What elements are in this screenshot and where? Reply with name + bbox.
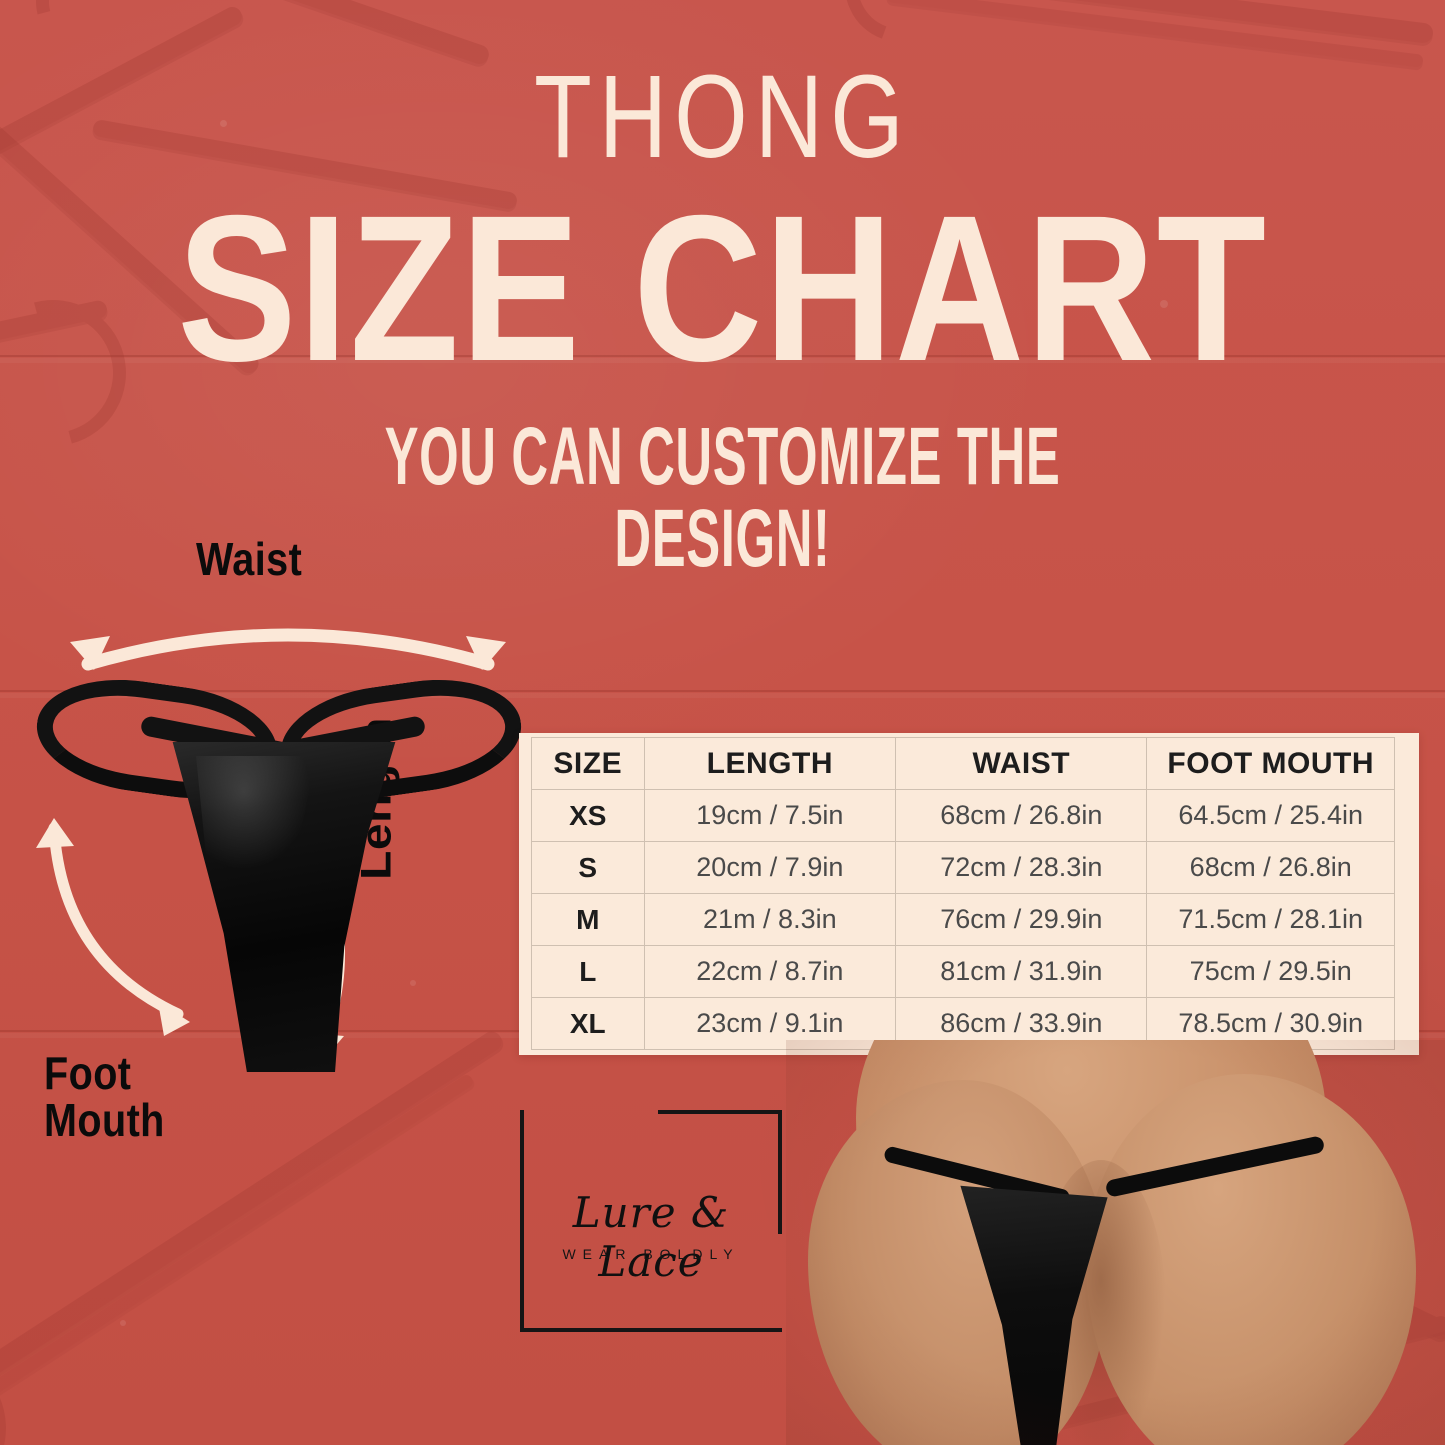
cell-length: 20cm / 7.9in — [643, 841, 897, 894]
foot-mouth-line-2: Mouth — [44, 1093, 165, 1146]
page-title: SIZE CHART — [177, 173, 1268, 405]
cell-size: XS — [531, 789, 645, 842]
logo-frame-bottom — [520, 1328, 782, 1332]
table-row: M 21m / 8.3in 76cm / 29.9in 71.5cm / 28.… — [531, 893, 1395, 946]
cell-size: L — [531, 945, 645, 998]
header-block: THONG SIZE CHART YOU CAN CUSTOMIZE THE D… — [0, 58, 1445, 580]
column-header-waist: WAIST — [895, 737, 1148, 790]
cell-size: XL — [531, 997, 645, 1050]
cell-foot-mouth: 75cm / 29.5in — [1146, 945, 1395, 998]
logo-frame-bottom-left — [520, 1208, 644, 1332]
cell-foot-mouth: 64.5cm / 25.4in — [1146, 789, 1395, 842]
thong-front-panel — [172, 742, 396, 1072]
model-hip-right — [1086, 1074, 1416, 1445]
foot-mouth-arrow-icon — [36, 818, 190, 1036]
cell-waist: 81cm / 31.9in — [895, 945, 1148, 998]
column-header-length: LENGTH — [643, 737, 897, 790]
plank-seam-2 — [0, 690, 1445, 692]
speck — [410, 980, 416, 986]
subtitle-text: YOU CAN CUSTOMIZE THE DESIGN! — [384, 410, 1061, 584]
table-row: S 20cm / 7.9in 72cm / 28.3in 68cm / 26.8… — [531, 841, 1395, 894]
cell-size: S — [531, 841, 645, 894]
cell-length: 19cm / 7.5in — [643, 789, 897, 842]
kicker-text: THONG — [534, 51, 911, 183]
model-photo — [786, 1040, 1445, 1445]
table-row: XS 19cm / 7.5in 68cm / 26.8in 64.5cm / 2… — [531, 789, 1395, 842]
table-row: XL 23cm / 9.1in 86cm / 33.9in 78.5cm / 3… — [531, 997, 1395, 1050]
speck — [120, 1320, 126, 1326]
cell-length: 21m / 8.3in — [643, 893, 897, 946]
cell-foot-mouth: 68cm / 26.8in — [1146, 841, 1395, 894]
brand-tagline: WEAR BOLDLY — [562, 1246, 740, 1262]
cell-length: 23cm / 9.1in — [643, 997, 897, 1050]
cell-waist: 68cm / 26.8in — [895, 789, 1148, 842]
waist-arrow-icon — [70, 628, 506, 671]
thong-product-image — [20, 660, 540, 1090]
brand-logo: Lure & Lace WEAR BOLDLY — [520, 1110, 782, 1332]
brand-name: Lure & Lace — [572, 1188, 730, 1286]
speck — [640, 540, 646, 546]
column-header-foot-mouth: FOOT MOUTH — [1146, 737, 1395, 790]
foot-mouth-label: Foot Mouth — [44, 1050, 165, 1144]
photo-vignette — [786, 1040, 1445, 1445]
speck — [220, 120, 227, 127]
table-row: L 22cm / 8.7in 81cm / 31.9in 75cm / 29.5… — [531, 945, 1395, 998]
waist-label: Waist — [196, 533, 303, 585]
column-header-size: SIZE — [531, 737, 645, 790]
plank-seam-1 — [0, 355, 1445, 357]
hanger-icon — [0, 1027, 590, 1445]
table-header-row: SIZE LENGTH WAIST FOOT MOUTH — [531, 737, 1395, 790]
foot-mouth-line-1: Foot — [44, 1047, 132, 1099]
cell-waist: 76cm / 29.9in — [895, 893, 1148, 946]
cell-foot-mouth: 71.5cm / 28.1in — [1146, 893, 1395, 946]
plank-glow-2 — [0, 693, 1445, 698]
size-chart-table: SIZE LENGTH WAIST FOOT MOUTH XS 19cm / 7… — [531, 737, 1395, 1050]
cell-waist: 72cm / 28.3in — [895, 841, 1148, 894]
speck — [1160, 300, 1168, 308]
cell-length: 22cm / 8.7in — [643, 945, 897, 998]
logo-frame-top-right — [658, 1110, 782, 1234]
cell-size: M — [531, 893, 645, 946]
plank-glow-1 — [0, 358, 1445, 363]
